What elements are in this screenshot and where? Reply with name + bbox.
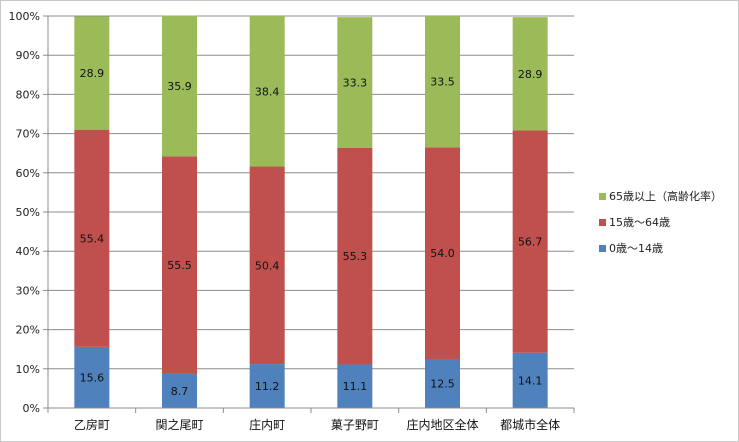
data-label: 50.4	[255, 259, 280, 272]
bar-segment	[162, 156, 197, 374]
data-label: 15.6	[80, 371, 105, 384]
data-label: 33.3	[343, 76, 368, 89]
bar-segment	[162, 15, 197, 157]
x-category-label: 乙房町	[74, 417, 110, 432]
data-label: 14.1	[518, 374, 543, 387]
legend-label: 15歳～64歳	[609, 216, 670, 229]
y-tick-label: 50%	[16, 206, 40, 219]
data-label: 28.9	[80, 67, 105, 80]
x-category-label: 庄内地区全体	[406, 417, 478, 432]
data-label: 8.7	[171, 385, 189, 398]
y-tick-label: 30%	[16, 284, 40, 297]
data-label: 55.5	[167, 259, 192, 272]
data-label: 33.5	[430, 76, 455, 89]
legend-swatch	[599, 193, 606, 200]
data-label: 56.7	[518, 236, 543, 249]
bar-segment	[74, 16, 110, 130]
legend-label: 0歳～14歳	[609, 242, 663, 255]
legend: 65歳以上（高齢化率） 15歳～64歳 0歳～14歳	[599, 189, 722, 255]
legend-label: 65歳以上（高齢化率）	[609, 189, 722, 203]
bar-segment	[425, 16, 460, 148]
bar-segment	[512, 17, 548, 131]
bar-segment	[337, 147, 373, 365]
bar-segment	[249, 166, 285, 365]
bar-segment	[74, 346, 110, 408]
axes: 0% 10% 20% 30% 40% 50% 60% 70% 80% 90% 100% 乙房町 関之尾町…	[9, 10, 575, 432]
bar-segment	[337, 17, 373, 148]
bar-segment	[74, 129, 110, 347]
gridlines	[48, 15, 574, 370]
bars: 15.6 55.4 28.9 8.7 55.5 35.9 11.2 50.4 38.4 11.1 5…	[74, 15, 548, 408]
y-tick-label: 90%	[16, 49, 40, 62]
data-label: 35.9	[167, 80, 192, 93]
x-category-label: 関之尾町	[155, 418, 203, 432]
legend-swatch	[599, 219, 606, 226]
y-tick-label: 100%	[9, 10, 40, 23]
legend-swatch	[599, 245, 606, 252]
data-label: 55.4	[80, 232, 105, 245]
data-label: 55.3	[343, 250, 368, 263]
bar-segment	[512, 352, 548, 408]
x-category-label: 菓子野町	[331, 418, 379, 432]
bar-segment	[162, 373, 197, 408]
data-label: 11.2	[255, 380, 280, 393]
bar-segment	[425, 359, 460, 408]
x-category-label: 都城市全体	[500, 417, 560, 432]
y-tick-label: 20%	[16, 324, 40, 337]
bar-segment	[512, 130, 548, 353]
data-label: 11.1	[343, 380, 368, 393]
data-label: 38.4	[255, 85, 280, 98]
y-tick-label: 10%	[16, 363, 40, 376]
bar-segment	[425, 147, 460, 359]
data-label: 54.0	[430, 247, 455, 260]
data-label: 28.9	[518, 68, 543, 81]
y-tick-label: 0%	[23, 402, 40, 415]
y-tick-label: 40%	[16, 245, 40, 258]
y-tick-label: 70%	[16, 128, 40, 141]
y-tick-label: 80%	[16, 88, 40, 101]
x-category-label: 庄内町	[249, 417, 285, 432]
bar-segment	[249, 16, 285, 167]
bar-segment	[337, 364, 373, 408]
data-label: 12.5	[430, 378, 455, 391]
y-tick-label: 60%	[16, 167, 40, 180]
bar-segment	[249, 364, 285, 408]
